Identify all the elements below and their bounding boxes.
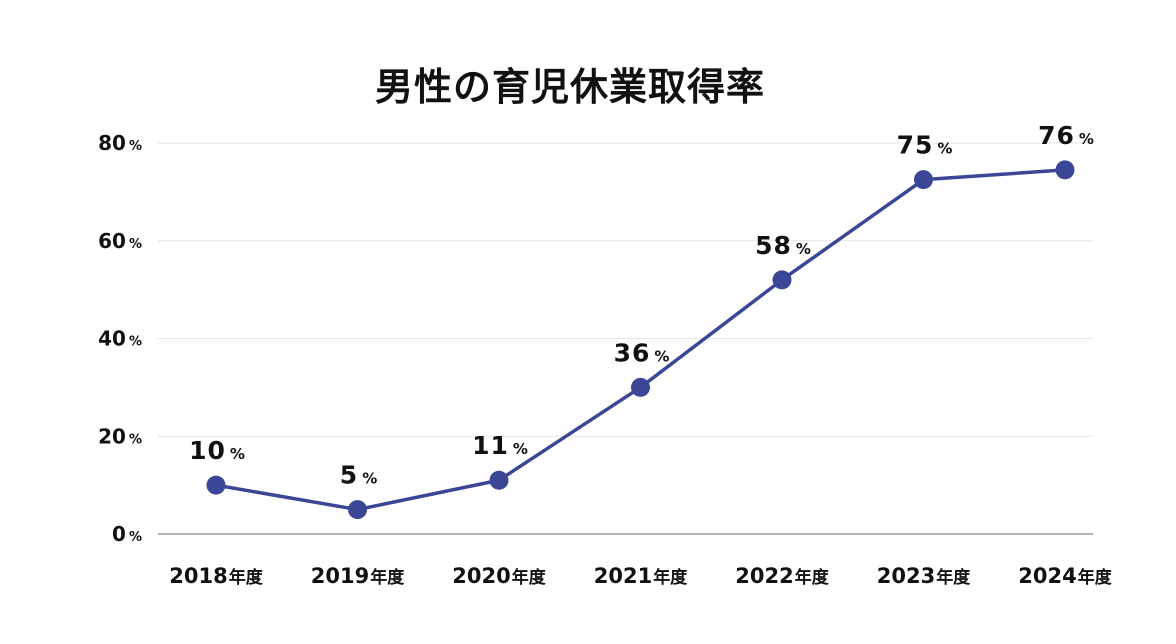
y-tick-labels: 0 % 20 % 40 % 60 % 80% <box>98 131 142 546</box>
data-points <box>206 160 1075 520</box>
data-point <box>206 475 226 495</box>
x-tick-label: 2018年度 <box>169 564 263 588</box>
data-label: 76% <box>1038 121 1094 150</box>
x-tick-label: 2022年度 <box>735 564 829 588</box>
y-tick-label: 80% <box>98 131 142 155</box>
data-label: 11% <box>472 431 528 460</box>
y-tick-label: 60% <box>98 229 142 253</box>
data-labels: 10 % 5 % 11 % 36 % 58 % 75% 76% <box>189 121 1094 490</box>
x-tick-label: 2021年度 <box>594 564 688 588</box>
data-point <box>631 377 650 397</box>
gridlines <box>158 142 1093 437</box>
data-point <box>1055 160 1075 180</box>
x-tick-label: 2024年度 <box>1018 564 1112 588</box>
data-label: 36% <box>614 338 670 367</box>
y-tick-label: 0% <box>112 522 142 546</box>
data-label: 5% <box>340 461 377 490</box>
data-point <box>489 470 509 490</box>
y-tick-label: 40% <box>98 327 142 351</box>
x-tick-label: 2020年度 <box>452 564 546 588</box>
data-point <box>914 170 933 190</box>
x-tick-label: 2023年度 <box>877 564 971 588</box>
data-point <box>348 500 367 520</box>
data-label: 75% <box>897 131 953 160</box>
x-tick-labels: 2018年度 2019年度 2020年度 2021年度 2022年度 2023年度 2024… <box>169 564 1112 588</box>
chart-title: 男性の育児休業取得率 <box>374 65 765 109</box>
x-tick-label: 2019年度 <box>311 564 405 588</box>
data-point <box>772 270 792 290</box>
data-label: 58% <box>755 231 811 260</box>
y-tick-label: 20% <box>98 424 142 448</box>
data-label: 10% <box>189 436 245 465</box>
